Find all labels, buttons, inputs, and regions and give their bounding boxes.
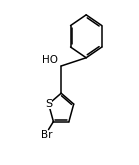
Text: HO: HO xyxy=(42,55,58,65)
Text: Br: Br xyxy=(41,130,52,140)
Text: S: S xyxy=(45,99,52,109)
